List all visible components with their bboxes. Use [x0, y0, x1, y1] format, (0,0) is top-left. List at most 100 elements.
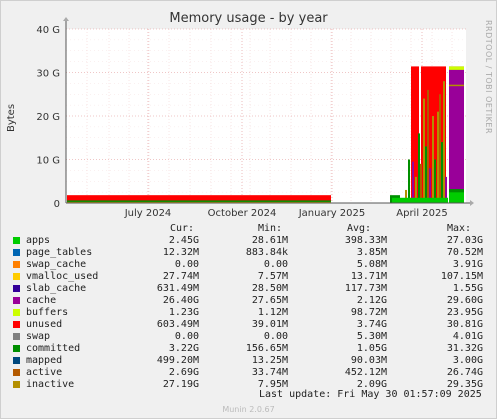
legend-name: slab_cache — [26, 283, 87, 294]
legend-max: 3.00G — [452, 355, 483, 366]
legend-name: mapped — [26, 355, 63, 366]
legend-swatch — [13, 321, 20, 328]
legend-max: 31.32G — [446, 343, 483, 354]
committed-spike — [418, 133, 420, 203]
legend-max: 29.60G — [446, 295, 483, 306]
legend-avg: 452.12M — [344, 367, 387, 378]
legend-min: 883.84k — [245, 247, 288, 258]
plot-svg: 010 G20 G30 G40 G July 2024 October 2024 J… — [6, 17, 474, 219]
legend-name: apps — [26, 235, 51, 246]
legend-header-avg: Avg: — [347, 223, 372, 234]
x-tick-labels: July 2024 October 2024 January 2025 April 2… — [124, 208, 448, 219]
inactive-line-late — [449, 84, 464, 87]
legend-min: 28.50M — [251, 283, 288, 294]
legend-min: 7.57M — [257, 271, 288, 282]
legend-cur: 27.74M — [162, 271, 199, 282]
cache-band-late — [449, 66, 464, 203]
last-update: Last update: Fri May 30 01:57:09 2025 — [259, 389, 482, 400]
legend-cur: 631.49M — [156, 283, 199, 294]
legend-min: 0.00 — [263, 331, 288, 342]
inactive-spike — [443, 81, 445, 203]
committed-band-early — [67, 200, 331, 203]
legend-swatch — [13, 345, 20, 352]
legend-max: 107.15M — [440, 271, 483, 282]
legend-name: vmalloc_used — [26, 271, 99, 282]
legend-min: 7.95M — [257, 379, 288, 390]
committed-spike — [434, 159, 436, 203]
legend-name: page_tables — [26, 247, 93, 258]
legend-swatch — [13, 369, 20, 376]
y-tick-label: 30 G — [36, 69, 60, 80]
legend-swatch — [13, 297, 20, 304]
legend-max: 29.35G — [446, 379, 483, 390]
axes — [63, 17, 474, 206]
legend-avg: 5.30M — [356, 331, 387, 342]
munin-version: Munin 2.0.67 — [222, 405, 275, 414]
active-spike — [427, 89, 429, 203]
legend-header-max: Max: — [447, 223, 472, 234]
legend-cur: 12.32M — [162, 247, 199, 258]
legend-min: 0.00 — [263, 259, 288, 270]
legend-min: 1.12M — [257, 307, 288, 318]
legend-avg: 90.03M — [350, 355, 387, 366]
legend-name: swap — [26, 331, 51, 342]
legend-name: committed — [26, 343, 81, 354]
legend-swatch — [13, 249, 20, 256]
active-spike — [439, 94, 441, 203]
legend-min: 28.61M — [251, 235, 288, 246]
legend-avg: 1.05G — [356, 343, 387, 354]
unused-spike-1 — [411, 66, 419, 203]
y-axis-label: Bytes — [6, 104, 17, 132]
y-tick-labels: 0 10 G 20 G 30 G 40 G — [36, 25, 60, 210]
legend-cur: 1.23G — [168, 307, 199, 318]
x-tick-label: October 2024 — [208, 208, 277, 219]
legend-cur: 3.22G — [168, 343, 199, 354]
y-tick-label: 40 G — [36, 25, 60, 36]
inactive-spike — [415, 176, 417, 203]
legend-avg: 2.12G — [356, 295, 387, 306]
inactive-spike — [423, 98, 425, 203]
legend-swatch — [13, 333, 20, 340]
legend-cur: 27.19G — [162, 379, 199, 390]
legend-swatch — [13, 273, 20, 280]
legend-swatch — [13, 237, 20, 244]
y-tick-label: 20 G — [36, 112, 60, 123]
chart-title: Memory usage - by year — [169, 11, 328, 26]
committed-spike — [425, 146, 427, 203]
legend-cur: 26.40G — [162, 295, 199, 306]
apps-band-mid — [392, 197, 448, 203]
legend-avg: 13.71M — [350, 271, 387, 282]
inactive-band-early — [67, 201, 331, 203]
cache-spike — [429, 168, 431, 203]
legend-cur: 603.49M — [156, 319, 199, 330]
legend-swatch — [13, 261, 20, 268]
buffers-band-late — [449, 66, 464, 70]
legend-cur: 2.69G — [168, 367, 199, 378]
legend-max: 4.01G — [452, 331, 483, 342]
legend-min: 27.65M — [251, 295, 288, 306]
y-tick-label: 10 G — [36, 156, 60, 167]
legend-swatch — [13, 357, 20, 364]
legend-header-min: Min: — [258, 223, 283, 234]
legend-header-cur: Cur: — [170, 223, 195, 234]
inactive-spike — [432, 116, 434, 203]
legend-min: 39.01M — [251, 319, 288, 330]
legend-swatch — [13, 381, 20, 388]
legend-avg: 2.09G — [356, 379, 387, 390]
cache-spike — [412, 161, 414, 203]
legend-max: 27.03G — [446, 235, 483, 246]
legend-avg: 398.33M — [344, 235, 387, 246]
legend-avg: 5.08M — [356, 259, 387, 270]
x-axis-arrow — [470, 200, 474, 206]
legend-max: 70.52M — [446, 247, 483, 258]
legend-max: 1.55G — [452, 283, 483, 294]
committed-spike — [441, 142, 443, 203]
legend-cur: 2.45G — [168, 235, 199, 246]
legend-max: 23.95G — [446, 307, 483, 318]
legend-avg: 3.85M — [356, 247, 387, 258]
legend-min: 13.25M — [251, 355, 288, 366]
legend-cur: 0.00 — [174, 331, 199, 342]
legend-swatch — [13, 309, 20, 316]
y-axis-arrow — [63, 17, 69, 21]
inactive-spike — [405, 189, 407, 203]
